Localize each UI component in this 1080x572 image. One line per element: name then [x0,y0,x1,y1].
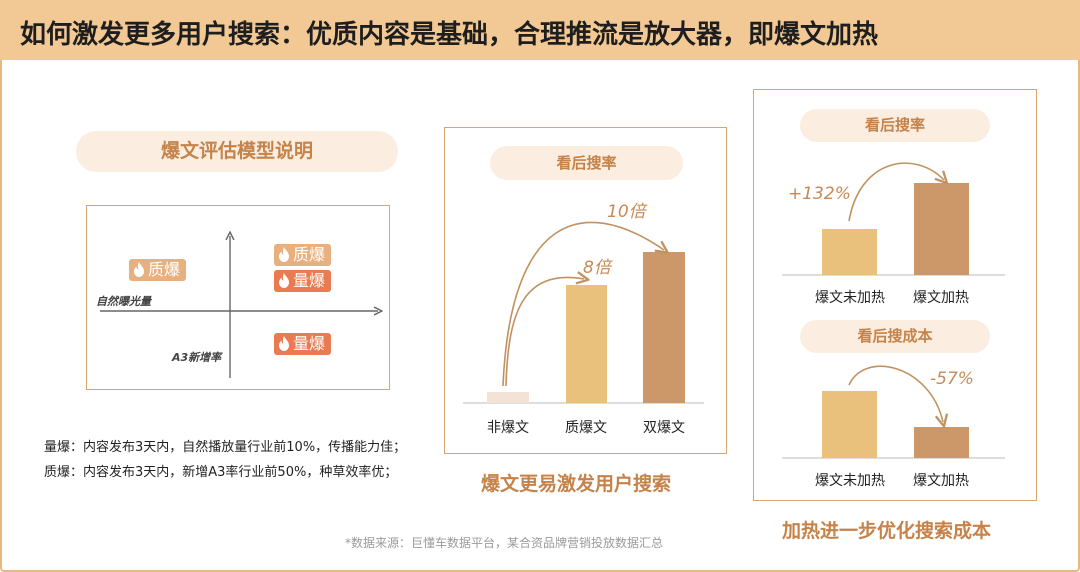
chart3-bar-0 [822,391,877,458]
chart1-caption: 爆文更易激发用户搜索 [481,473,672,495]
chart3-arrow [848,365,943,422]
chart1-arrow-8x [505,277,584,387]
chart2-caption: 加热进一步优化搜索成本 [782,520,992,542]
chart1-cat-1: 质爆文 [565,420,607,436]
chart2-box [753,89,1037,501]
chart2-bar-0 [822,229,877,275]
header-banner: 如何激发更多用户搜索：优质内容是基础，合理推流是放大器，即爆文加热 [0,0,1080,60]
definition-volume: 量爆：内容发布3天内，自然播放量行业前10%，传播能力佳； [44,440,407,455]
chart1-title: 看后搜率 [556,154,617,172]
chart3-title-pill: 看后搜成本 [800,320,990,353]
tag-top-right-quality-label: 质爆 [293,245,326,264]
chart1-arrow-10x [502,221,664,387]
chart2-arrow [848,162,944,222]
tag-top-left-label: 质爆 [148,260,181,279]
tag-top-right-volume: 量爆 [274,270,332,292]
chart1-bar-0 [487,392,529,403]
tag-bottom-right-label: 量爆 [293,334,326,353]
tag-top-left: 质爆 [129,259,187,281]
chart1-box [444,127,727,454]
chart3-cat-1: 爆文加热 [913,473,969,489]
data-source-note: *数据来源：巨懂车数据平台，某合资品牌营销投放数据汇总 [345,536,664,550]
chart1-bar-1 [566,285,607,403]
definition-quality: 质爆：内容发布3天内，新增A3率行业前50%，种草效率优； [44,465,398,480]
flame-icon [279,247,289,262]
chart3-title: 看后搜成本 [857,327,933,345]
chart2-title: 看后搜率 [864,116,925,134]
chart1-bar-2 [643,252,685,403]
tag-top-right-volume-label: 量爆 [293,271,326,290]
page-title: 如何激发更多用户搜索：优质内容是基础，合理推流是放大器，即爆文加热 [20,20,879,50]
chart3-anno: -57% [930,369,974,389]
chart2-anno: +132% [788,184,851,204]
chart1-title-pill: 看后搜率 [490,146,683,180]
model-title-pill: 爆文评估模型说明 [76,131,398,172]
chart3-bar-1 [914,427,969,458]
chart2-bar-1 [914,183,969,275]
chart2-cat-0: 爆文未加热 [815,290,885,306]
y-axis-label: A3新增率 [172,351,222,364]
x-axis-label: 自然曝光量 [96,295,151,308]
chart2-cat-1: 爆文加热 [913,290,969,306]
tag-top-right-quality: 质爆 [274,244,332,266]
chart1-anno-8x: 8倍 [583,258,611,278]
tag-bottom-right: 量爆 [274,333,332,355]
flame-icon [134,262,144,277]
flame-icon [279,273,289,288]
flame-icon [279,336,289,351]
chart1-anno-10x: 10倍 [607,202,646,222]
chart1-cat-2: 双爆文 [643,420,685,436]
model-title: 爆文评估模型说明 [160,140,313,162]
chart1-cat-0: 非爆文 [487,420,529,436]
matrix-box [86,205,390,390]
chart2-title-pill: 看后搜率 [800,109,990,142]
chart3-cat-0: 爆文未加热 [815,473,885,489]
